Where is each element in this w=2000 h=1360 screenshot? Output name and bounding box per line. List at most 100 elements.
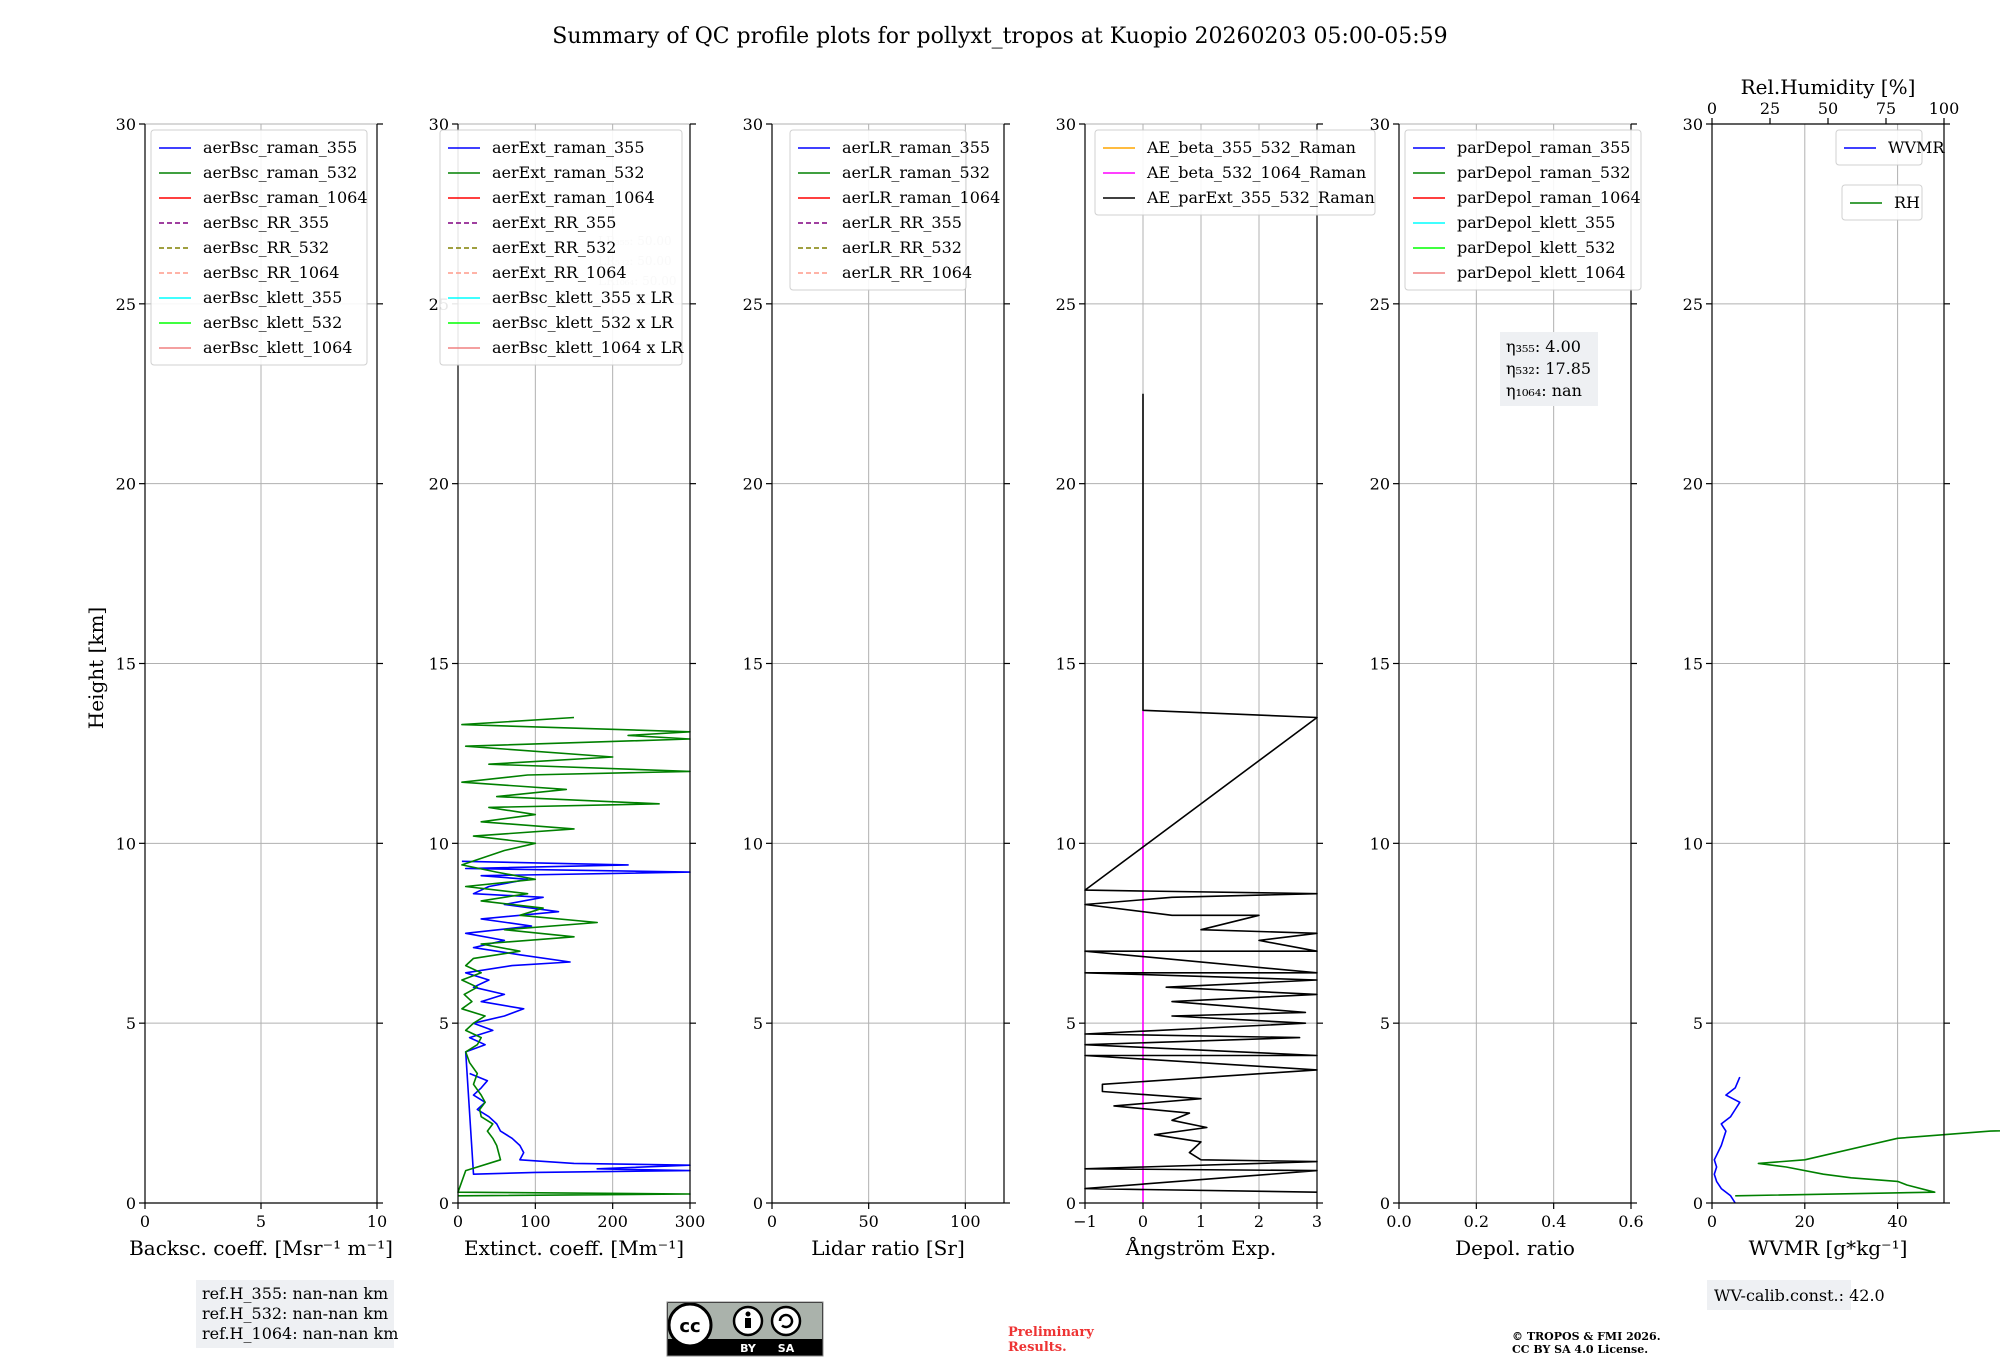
- cc-license-logo: cc BY SA: [666, 1301, 824, 1357]
- y-tick-label: 5: [1380, 1014, 1390, 1033]
- x-tick-label: 200: [597, 1212, 628, 1231]
- legend-entry: aerLR_RR_1064: [842, 263, 972, 282]
- wv-calib-box: WV-calib.const.: 42.0: [1707, 1280, 1885, 1310]
- x-tick-label: 0.0: [1386, 1212, 1411, 1231]
- x-tick-label: 100: [520, 1212, 551, 1231]
- eta-355: η₃₅₅: 4.00: [1506, 337, 1581, 356]
- legend-entry: aerBsc_klett_355 x LR: [492, 288, 674, 307]
- y-tick-label: 10: [743, 834, 763, 853]
- x-tick-label: 5: [256, 1212, 266, 1231]
- top-x-tick-label: 100: [1929, 99, 1960, 118]
- y-tick-label: 20: [1683, 475, 1703, 494]
- y-tick-label: 10: [1683, 834, 1703, 853]
- legend-entry: RH: [1894, 193, 1920, 212]
- legend-entry: aerBsc_RR_532: [203, 238, 329, 257]
- series-line-aerExt_raman_532: [457, 716, 691, 1197]
- x-tick-label: 2: [1254, 1212, 1264, 1231]
- legend: AE_beta_355_532_Raman AE_beta_532_1064_Ra…: [1094, 129, 1376, 216]
- eta-532: η₅₃₂: 17.85: [1506, 359, 1591, 378]
- y-tick-label: 20: [743, 475, 763, 494]
- copyright-line-1: © TROPOS & FMI 2026.: [1512, 1330, 1661, 1343]
- y-tick-label: 0: [1066, 1194, 1076, 1213]
- y-tick-label: 5: [126, 1014, 136, 1033]
- ref-height-532: ref.H_532: nan-nan km: [202, 1304, 388, 1323]
- x-tick-label: 0: [453, 1212, 463, 1231]
- legend-entry: aerBsc_klett_355: [203, 288, 342, 307]
- series-line-aerExt_raman_355: [461, 860, 691, 1175]
- x-axis-label: Ångström Exp.: [1125, 1235, 1276, 1260]
- y-tick-label: 25: [743, 295, 763, 314]
- y-tick-label: 15: [1683, 655, 1703, 674]
- top-x-tick-label: 0: [1707, 99, 1717, 118]
- x-tick-label: 1: [1196, 1212, 1206, 1231]
- legend-frame: [1404, 129, 1642, 291]
- eta-1064: η₁₀₆₄: nan: [1506, 381, 1582, 400]
- x-axis-label: WVMR [g*kg⁻¹]: [1749, 1236, 1908, 1260]
- y-tick-label: 30: [1056, 115, 1076, 134]
- legend-entry: aerBsc_raman_355: [203, 138, 357, 157]
- y-tick-label: 10: [1370, 834, 1390, 853]
- y-tick-label: 0: [753, 1194, 763, 1213]
- x-tick-label: 300: [675, 1212, 706, 1231]
- x-tick-label: −1: [1073, 1212, 1097, 1231]
- legend-entry: aerBsc_klett_1064: [203, 338, 352, 357]
- legend-entry: aerLR_RR_355: [842, 213, 962, 232]
- y-tick-label: 5: [753, 1014, 763, 1033]
- legend-entry: parDepol_raman_532: [1457, 163, 1630, 182]
- series-line-WVMR: [1713, 1076, 1741, 1204]
- y-tick-label: 15: [743, 655, 763, 674]
- svg-text:cc: cc: [679, 1316, 700, 1337]
- ref-height-box: ref.H_355: nan-nan km ref.H_532: nan-nan…: [196, 1280, 398, 1348]
- legend-entry: aerExt_raman_355: [492, 138, 645, 157]
- legend-entry: parDepol_raman_355: [1457, 138, 1630, 157]
- legend-entry: aerBsc_RR_355: [203, 213, 329, 232]
- x-tick-label: 0.6: [1618, 1212, 1643, 1231]
- y-tick-label: 5: [1066, 1014, 1076, 1033]
- legend: aerBsc_raman_355 aerBsc_raman_532 aerBsc_r…: [150, 129, 368, 366]
- y-tick-label: 15: [429, 655, 449, 674]
- legend-entry: aerBsc_klett_532 x LR: [492, 313, 674, 332]
- x-tick-label: 20: [1795, 1212, 1815, 1231]
- legend-entry: parDepol_klett_355: [1457, 213, 1615, 232]
- y-tick-label: 20: [1370, 475, 1390, 494]
- y-tick-label: 15: [116, 655, 136, 674]
- cc-by-text: BY: [740, 1342, 757, 1355]
- legend: aerLR_raman_355 aerLR_raman_532 aerLR_rama…: [789, 129, 1000, 291]
- x-tick-label: 10: [367, 1212, 387, 1231]
- x-axis-label: Extinct. coeff. [Mm⁻¹]: [464, 1236, 684, 1260]
- top-x-tick-label: 75: [1876, 99, 1896, 118]
- x-tick-label: 50: [858, 1212, 878, 1231]
- series-line-RH: [1735, 1130, 2000, 1197]
- y-tick-label: 30: [116, 115, 136, 134]
- legend-entry: aerBsc_RR_1064: [203, 263, 339, 282]
- x-tick-label: 100: [950, 1212, 981, 1231]
- panel-5: 0 5 10 15 20 25 30 0.0 0.2 0.4 0.6 Depol. ratio parD…: [1370, 115, 1644, 1260]
- x-tick-label: 0: [140, 1212, 150, 1231]
- ref-height-355: ref.H_355: nan-nan km: [202, 1284, 388, 1303]
- top-x-axis-label: Rel.Humidity [%]: [1741, 75, 1916, 99]
- legend-entry: aerBsc_raman_1064: [203, 188, 368, 207]
- y-tick-label: 10: [116, 834, 136, 853]
- legend-frame: [789, 129, 967, 291]
- x-axis-label: Backsc. coeff. [Msr⁻¹ m⁻¹]: [129, 1236, 393, 1260]
- legend-entry: aerLR_raman_1064: [842, 188, 1000, 207]
- cc-sa-text: SA: [778, 1342, 795, 1355]
- panel-3: 0 5 10 15 20 25 30 0 50 100 Lidar ratio [Sr] aerLR_…: [743, 115, 1010, 1260]
- x-tick-label: 0.4: [1541, 1212, 1566, 1231]
- legend-entry: aerLR_raman_355: [842, 138, 990, 157]
- top-x-tick-label: 50: [1818, 99, 1838, 118]
- panel-1: 0 5 10 15 20 25 30 0 5 10 Backsc. coeff. [Msr⁻¹ m⁻…: [116, 115, 393, 1260]
- legend-frame: [439, 129, 683, 366]
- top-x-tick-label: 25: [1760, 99, 1780, 118]
- y-tick-label: 20: [116, 475, 136, 494]
- legend: aerExt_raman_355 aerExt_raman_532 aerExt_r…: [439, 129, 684, 366]
- results-label: Results.: [1008, 1340, 1067, 1355]
- y-tick-label: 25: [1370, 295, 1390, 314]
- y-tick-label: 25: [1056, 295, 1076, 314]
- x-axis-label: Depol. ratio: [1455, 1236, 1575, 1260]
- cc-icon: [667, 1302, 713, 1348]
- y-tick-label: 0: [1693, 1194, 1703, 1213]
